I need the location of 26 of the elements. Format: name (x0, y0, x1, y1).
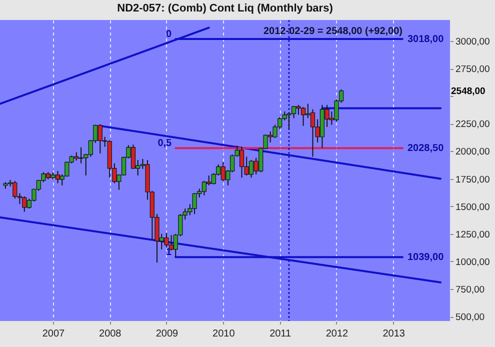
y-tick-label: 2750,00 (456, 64, 490, 76)
annotation: 2028,50 (407, 143, 444, 154)
x-tick-label: 2008 (99, 328, 122, 340)
y-tick-label: 2250,00 (456, 119, 490, 130)
y-tick-label: 3000,00 (456, 36, 490, 48)
annotation: 1039,00 (407, 252, 444, 264)
y-tick-label: 1750,00 (456, 174, 490, 186)
x-tick-label: 2010 (212, 328, 236, 340)
annotation: 0,5 (158, 138, 172, 150)
y-tick-label: 2000,00 (456, 146, 490, 158)
x-tick-label: 2011 (270, 328, 292, 340)
x-tick-label: 2013 (382, 328, 406, 340)
x-tick-label: 2009 (156, 328, 179, 340)
y-tick-label: 750,00 (456, 284, 485, 296)
annotation: 2012-02-29 = 2548,00 (+92,00) (264, 26, 402, 37)
y-tick-label: 1250,00 (456, 229, 490, 240)
y-tick-label: 1000,00 (456, 256, 490, 268)
y-tick-label: 1500,00 (456, 202, 490, 213)
text: 2548,00 (451, 86, 486, 97)
annotation: 0 (166, 28, 172, 40)
annotation: 1 (166, 247, 172, 258)
x-tick-label: 2007 (42, 328, 66, 340)
y-tick-label: 500,00 (456, 312, 485, 324)
chart-title: ND2-057: (Comb) Cont Liq (Monthly bars) (117, 2, 334, 14)
annotation: 3018,00 (407, 34, 444, 45)
x-tick-label: 2012 (326, 328, 349, 340)
